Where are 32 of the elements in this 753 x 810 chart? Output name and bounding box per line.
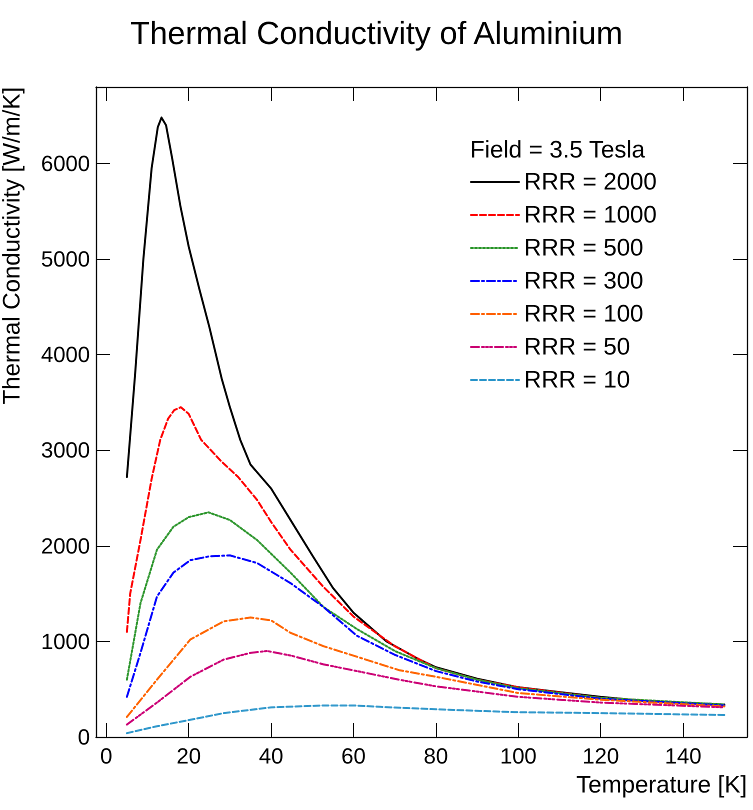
x-tick-label: 100	[500, 744, 537, 768]
legend-label: RRR = 300	[524, 268, 644, 294]
y-tick-label: 6000	[41, 150, 90, 176]
legend-label: RRR = 2000	[524, 168, 657, 196]
line-series	[126, 704, 726, 734]
y-tick-label: 4000	[41, 342, 90, 368]
line-series	[126, 511, 726, 706]
y-tick-label: 5000	[41, 246, 90, 272]
x-tick-label: 140	[664, 744, 702, 768]
chart-title: Thermal Conductivity of Aluminium	[130, 15, 623, 51]
x-tick-label: 0	[100, 744, 112, 768]
x-tick-label: 20	[176, 744, 201, 768]
x-tick-label: 120	[582, 744, 620, 768]
y-tick-label: 3000	[41, 438, 90, 463]
legend-label: RRR = 500	[524, 234, 644, 262]
line-series	[126, 650, 726, 726]
x-axis-title: Temperature [K]	[576, 772, 747, 798]
y-tick-label: 2000	[41, 533, 90, 558]
x-tick-label: 40	[258, 744, 284, 768]
y-tick-label: 1000	[41, 628, 90, 654]
legend-title: Field = 3.5 Tesla	[470, 136, 646, 164]
line-series	[126, 116, 726, 706]
legend-label: RRR = 100	[524, 300, 644, 328]
y-axis-title: Thermal Conductivity [W/m/K]	[0, 87, 26, 404]
legend-label: RRR = 50	[524, 334, 630, 360]
line-series	[126, 616, 726, 718]
x-tick-label: 80	[424, 744, 448, 768]
legend-label: RRR = 1000	[524, 202, 657, 228]
legend-label: RRR = 10	[524, 366, 630, 394]
line-series	[126, 554, 726, 706]
y-tick-label: 0	[78, 724, 90, 750]
x-tick-label: 60	[341, 744, 366, 768]
